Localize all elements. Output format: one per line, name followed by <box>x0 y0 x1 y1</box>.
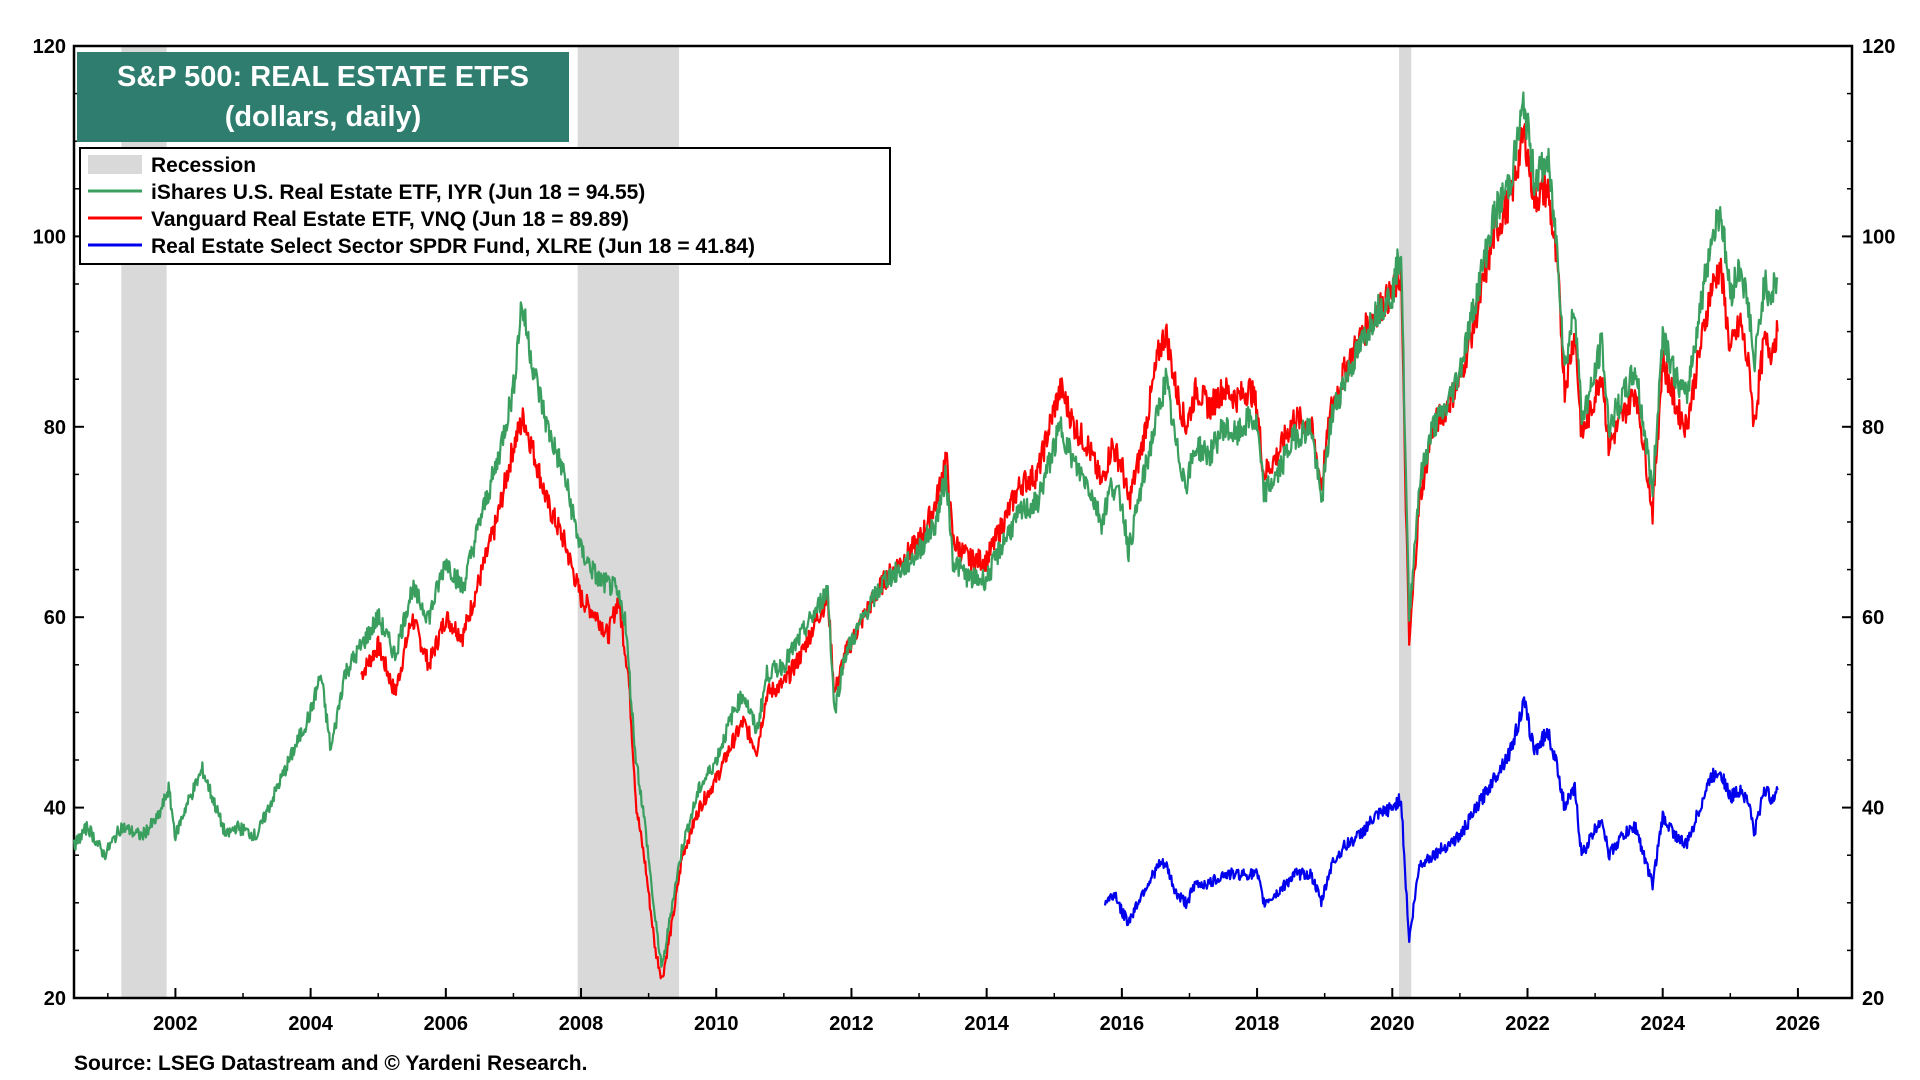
x-axis: 2002 2004 2006 2008 2010 2012 2014 2016 2018 2020… <box>107 988 1821 1035</box>
legend-label-vnq: Vanguard Real Estate ETF, VNQ (Jun 18 = … <box>151 208 629 231</box>
x-tick-label-2016: 2016 <box>1100 1013 1145 1035</box>
x-tick-label-2012: 2012 <box>829 1013 874 1035</box>
x-tick-label-2022: 2022 <box>1505 1013 1550 1035</box>
y-tick-label-right-80: 80 <box>1862 417 1884 439</box>
y-tick-label-left-20: 20 <box>44 988 66 1010</box>
y-axis-right: 20 40 60 80 100 120 <box>1842 36 1895 1010</box>
x-tick-label-2010: 2010 <box>694 1013 739 1035</box>
y-tick-label-right-60: 60 <box>1862 607 1884 629</box>
x-tick-label-2008: 2008 <box>559 1013 604 1035</box>
source-note: Source: LSEG Datastream and © Yardeni Re… <box>74 1052 587 1075</box>
legend-label-recession: Recession <box>151 154 256 177</box>
x-tick-label-2026: 2026 <box>1776 1013 1821 1035</box>
x-tick-label-2024: 2024 <box>1640 1013 1685 1035</box>
x-tick-label-2006: 2006 <box>424 1013 469 1035</box>
y-axis-left: 20 40 60 80 100 120 <box>33 36 84 1010</box>
y-tick-label-left-80: 80 <box>44 417 66 439</box>
y-tick-label-left-100: 100 <box>33 226 66 248</box>
y-tick-label-right-120: 120 <box>1862 36 1895 58</box>
y-tick-label-right-40: 40 <box>1862 798 1884 820</box>
title-background <box>77 52 569 142</box>
series-lines <box>72 91 1779 980</box>
legend-label-iyr: iShares U.S. Real Estate ETF, IYR (Jun 1… <box>151 181 645 204</box>
legend-swatch-recession <box>88 155 142 174</box>
series-line-vnq <box>360 122 1779 980</box>
x-tick-label-2004: 2004 <box>288 1013 333 1035</box>
chart-title: S&P 500: REAL ESTATE ETFS <box>117 61 529 93</box>
legend-box <box>79 147 891 265</box>
y-tick-label-left-120: 120 <box>33 36 66 58</box>
x-tick-label-2020: 2020 <box>1370 1013 1415 1035</box>
chart-subtitle: (dollars, daily) <box>225 101 422 133</box>
y-tick-label-left-60: 60 <box>44 607 66 629</box>
y-tick-label-left-40: 40 <box>44 798 66 820</box>
y-tick-label-right-20: 20 <box>1862 988 1884 1010</box>
legend-label-xlre: Real Estate Select Sector SPDR Fund, XLR… <box>151 235 755 258</box>
legend: Recession iShares U.S. Real Estate ETF, … <box>79 147 891 265</box>
y-tick-label-right-100: 100 <box>1862 226 1895 248</box>
series-line-iyr <box>72 91 1779 968</box>
x-tick-label-2002: 2002 <box>153 1013 198 1035</box>
series-line-xlre <box>1103 696 1779 943</box>
title-box: S&P 500: REAL ESTATE ETFS (dollars, dail… <box>77 52 569 142</box>
x-tick-label-2018: 2018 <box>1235 1013 1280 1035</box>
x-tick-label-2014: 2014 <box>964 1013 1009 1035</box>
